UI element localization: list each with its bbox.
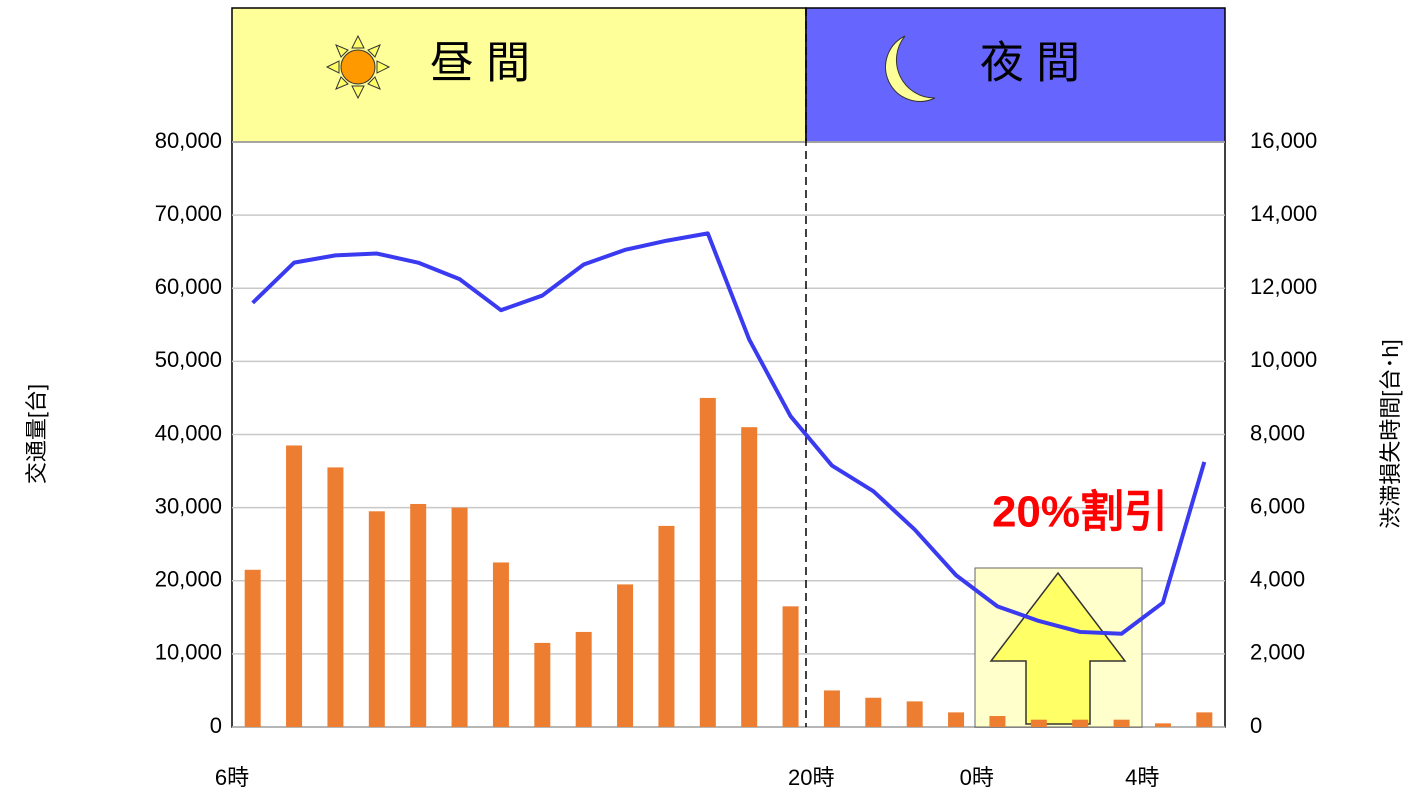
bar bbox=[865, 697, 882, 727]
y-tick-label: 40,000 bbox=[155, 420, 222, 445]
bar bbox=[989, 716, 1006, 727]
bar bbox=[699, 397, 716, 727]
y2-tick-label: 0 bbox=[1250, 713, 1262, 738]
y-tick-label: 70,000 bbox=[155, 201, 222, 226]
bar bbox=[617, 584, 634, 727]
x-tick-label: 4時 bbox=[1125, 765, 1159, 790]
bar bbox=[368, 511, 385, 727]
y2-tick-label: 4,000 bbox=[1250, 567, 1305, 592]
sun-icon bbox=[325, 34, 391, 100]
bar bbox=[410, 503, 427, 727]
y-tick-label: 50,000 bbox=[155, 347, 222, 372]
bar bbox=[451, 507, 468, 727]
x-tick-label: 0時 bbox=[960, 765, 994, 790]
x-tick-label: 20時 bbox=[788, 765, 834, 790]
day-label: 昼 間 bbox=[430, 39, 530, 88]
y2-tick-label: 16,000 bbox=[1250, 128, 1317, 153]
bar bbox=[741, 427, 758, 727]
y-tick-label: 60,000 bbox=[155, 274, 222, 299]
x-tick-label: 6時 bbox=[215, 765, 249, 790]
bar bbox=[1072, 719, 1089, 727]
bar bbox=[575, 631, 592, 727]
y-tick-label: 20,000 bbox=[155, 567, 222, 592]
y2-tick-label: 6,000 bbox=[1250, 493, 1305, 518]
y-tick-label: 30,000 bbox=[155, 493, 222, 518]
bar bbox=[492, 562, 509, 727]
y2-tick-label: 10,000 bbox=[1250, 347, 1317, 372]
bar bbox=[286, 445, 303, 727]
night-label: 夜 間 bbox=[980, 39, 1080, 88]
day-band bbox=[231, 7, 807, 143]
y2-tick-label: 14,000 bbox=[1250, 201, 1317, 226]
y2-tick-label: 2,000 bbox=[1250, 640, 1305, 665]
y-axis-title: 交通量[台] bbox=[24, 384, 49, 484]
bar bbox=[1154, 723, 1171, 727]
bar bbox=[1113, 719, 1130, 727]
bar bbox=[244, 569, 261, 727]
bar bbox=[327, 467, 344, 727]
bar bbox=[906, 701, 923, 727]
bar bbox=[1196, 712, 1213, 727]
bar bbox=[823, 690, 840, 727]
bar bbox=[1030, 719, 1047, 727]
moon-icon bbox=[885, 35, 936, 102]
up-arrow bbox=[989, 571, 1127, 725]
y-tick-label: 80,000 bbox=[155, 128, 222, 153]
bar bbox=[782, 606, 799, 727]
y2-axis-title: 渋滞損失時間[台･h] bbox=[1378, 339, 1403, 528]
y-tick-label: 0 bbox=[210, 713, 222, 738]
y-tick-label: 10,000 bbox=[155, 640, 222, 665]
bar bbox=[948, 712, 965, 727]
annotation: 20%割引 bbox=[992, 488, 1168, 537]
bar bbox=[658, 525, 675, 727]
night-band bbox=[805, 7, 1226, 143]
y2-tick-label: 8,000 bbox=[1250, 420, 1305, 445]
bar bbox=[534, 642, 551, 727]
y2-tick-label: 12,000 bbox=[1250, 274, 1317, 299]
line bbox=[251, 231, 1207, 636]
